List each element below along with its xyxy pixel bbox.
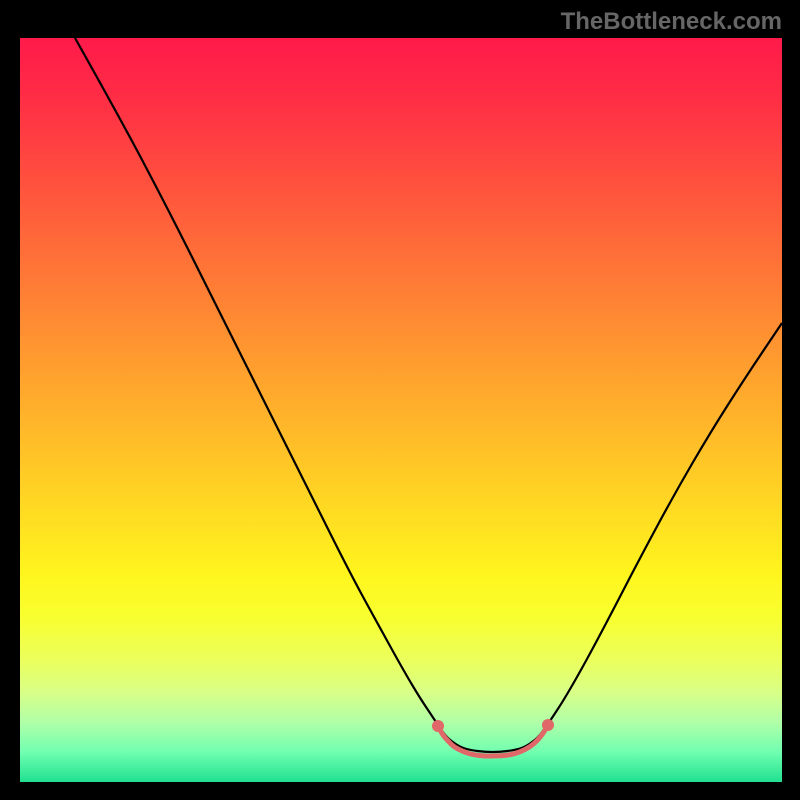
accent-endpoint-left <box>432 720 444 732</box>
accent-endpoint-right <box>542 719 554 731</box>
main-curve <box>75 38 782 752</box>
watermark-text: TheBottleneck.com <box>561 8 782 36</box>
curves-layer <box>20 38 782 782</box>
plot-area <box>20 38 782 782</box>
chart-container: TheBottleneck.com <box>0 0 800 800</box>
